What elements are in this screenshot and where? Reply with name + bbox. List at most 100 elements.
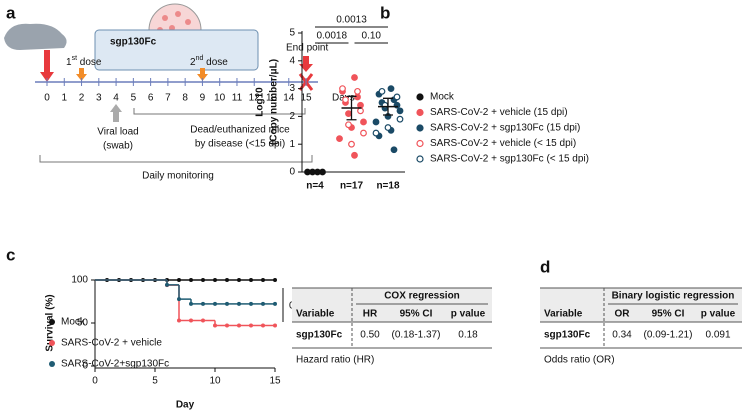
table-header-bg	[540, 288, 742, 322]
y-tick-label: 5	[289, 28, 295, 39]
x-tick-label: 10	[209, 376, 221, 387]
table-cell: sgp130Fc	[296, 330, 343, 341]
point	[351, 74, 358, 81]
tick-label: 9	[200, 93, 206, 104]
dose-label: 2nd dose	[190, 53, 228, 68]
legend-label: SARS-CoV-2+sgp130Fc	[61, 359, 169, 370]
legend-marker	[416, 155, 424, 163]
legend-marker	[49, 361, 55, 367]
survival-step	[178, 284, 191, 300]
point	[339, 85, 346, 92]
note: Viral load	[97, 127, 139, 138]
point	[261, 278, 265, 282]
arrow	[197, 68, 208, 81]
table-header: OR	[615, 309, 631, 320]
point	[342, 96, 349, 104]
y-tick-label: 1	[289, 139, 295, 150]
point	[213, 301, 217, 306]
legend-marker	[416, 108, 424, 117]
legend-marker	[49, 340, 55, 346]
point	[213, 278, 217, 282]
point	[372, 129, 380, 137]
table-header: p value	[701, 309, 736, 320]
y-tick-label: 4	[289, 55, 295, 66]
point	[393, 93, 401, 101]
point	[213, 323, 217, 328]
arrow	[299, 56, 313, 72]
tables: d COX regression Variable HR 95% CI p value s…	[292, 257, 742, 366]
legend-label: Mock	[61, 317, 86, 328]
point	[357, 107, 364, 115]
note: Dead/euthanized mice	[190, 125, 290, 136]
arrow	[40, 50, 54, 82]
point	[354, 87, 361, 95]
legend-label: SARS-CoV-2 + vehicle (< 15 dpi)	[430, 138, 576, 149]
legend-label: SARS-CoV-2 + sgp130Fc (< 15 dpi)	[430, 154, 589, 165]
end-point-label: End point	[286, 43, 328, 54]
mouse-icon	[4, 23, 67, 50]
point	[249, 278, 253, 282]
y-tick-label: 2	[289, 111, 295, 122]
x-tick-label: 0	[92, 376, 98, 387]
table-cell: (0.09-1.21)	[644, 330, 693, 341]
table-cell: 0.18	[458, 330, 478, 341]
y-tick-label: 50	[77, 318, 89, 329]
point	[189, 318, 193, 323]
panel-label: d	[540, 257, 550, 276]
legend-marker	[49, 319, 55, 325]
table-note: Hazard ratio (HR)	[296, 355, 374, 366]
point	[249, 323, 253, 328]
sig-label: 0.0018	[316, 31, 347, 42]
point	[273, 301, 277, 306]
y-tick-label: 0	[82, 361, 88, 372]
tick-label: 10	[214, 93, 226, 104]
table-cell: sgp130Fc	[544, 330, 591, 341]
point	[165, 282, 169, 287]
point	[348, 140, 355, 148]
table-header: HR	[363, 309, 378, 320]
tick-label: 8	[182, 93, 188, 104]
point	[378, 87, 386, 95]
point	[387, 85, 395, 92]
tick-label: 14	[283, 93, 295, 104]
tick-label: 5	[131, 93, 137, 104]
dose-label: 1st dose	[66, 53, 102, 68]
point	[249, 301, 253, 306]
point	[390, 146, 398, 154]
table-header: Variable	[544, 309, 583, 320]
bracket	[133, 108, 306, 115]
x-tick-label: n=17	[340, 181, 364, 192]
table-cell: 0.34	[612, 330, 632, 341]
legend-marker	[416, 139, 424, 148]
point	[336, 135, 343, 143]
note: by disease (<15 dpi)	[195, 139, 285, 150]
tick-label: 13	[266, 93, 278, 104]
table-title: COX regression	[384, 291, 460, 302]
y-tick-label: 3	[289, 83, 295, 94]
point	[201, 318, 205, 323]
x-axis-label: Day	[176, 400, 195, 411]
tick-label: 1	[61, 93, 67, 104]
table-header: 95% CI	[652, 309, 685, 320]
point	[177, 278, 181, 282]
tick-label: 15	[300, 93, 312, 104]
x-tick-label: n=18	[376, 181, 400, 192]
table-header-bg	[292, 288, 492, 322]
table-cell: (0.18-1.37)	[392, 330, 441, 341]
point	[177, 318, 181, 323]
panel-label: c	[6, 245, 15, 264]
tick-label: 4	[113, 93, 119, 104]
tick-label: 2	[79, 93, 85, 104]
point	[273, 278, 277, 282]
point	[261, 301, 265, 306]
point	[201, 278, 205, 282]
x-tick-label: 15	[269, 376, 281, 387]
y-axis-label: (Copy number/μL)	[269, 59, 280, 145]
tick-label: 12	[249, 93, 261, 104]
point	[261, 323, 265, 328]
y-tick-label: 100	[71, 275, 88, 286]
point	[357, 101, 364, 109]
legend-label: SARS-CoV-2 + sgp130Fc (15 dpi)	[430, 123, 580, 134]
